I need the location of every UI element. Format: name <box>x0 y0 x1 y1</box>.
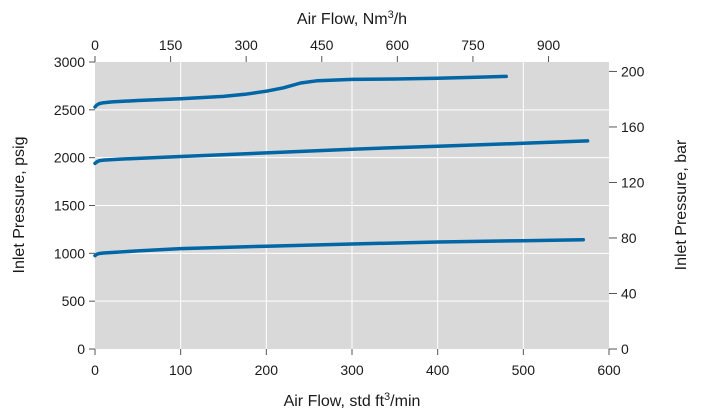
x-tick-label: 300 <box>340 362 364 378</box>
x-top-tick-label: 300 <box>234 37 258 53</box>
y-right-tick-label: 200 <box>621 63 645 79</box>
y-tick-label: 500 <box>62 293 86 309</box>
y-tick-label: 1000 <box>54 245 85 261</box>
y-right-tick-label: 120 <box>621 174 645 190</box>
x-tick-label: 0 <box>91 362 99 378</box>
x-top-tick-label: 150 <box>159 37 183 53</box>
x-top-tick-label: 450 <box>310 37 334 53</box>
y-tick-label: 2500 <box>54 102 85 118</box>
y-tick-label: 3000 <box>54 54 85 70</box>
x-tick-label: 100 <box>169 362 193 378</box>
x-axis-title-bottom: Air Flow, std ft3/min <box>284 391 421 410</box>
x-tick-label: 600 <box>597 362 621 378</box>
y-right-tick-label: 80 <box>621 230 637 246</box>
y-axis-title-right: Inlet Pressure, bar <box>673 139 690 270</box>
y-tick-label: 2000 <box>54 150 85 166</box>
y-right-tick-label: 40 <box>621 285 637 301</box>
x-tick-label: 500 <box>512 362 536 378</box>
y-right-tick-label: 160 <box>621 119 645 135</box>
x-top-tick-label: 750 <box>461 37 485 53</box>
x-tick-label: 400 <box>426 362 450 378</box>
y-tick-label: 0 <box>77 341 85 357</box>
y-axis-title-left: Inlet Pressure, psig <box>11 137 28 274</box>
x-top-tick-label: 600 <box>386 37 410 53</box>
x-top-tick-label: 900 <box>537 37 561 53</box>
x-tick-label: 200 <box>255 362 279 378</box>
y-right-tick-label: 0 <box>621 341 629 357</box>
y-tick-label: 1500 <box>54 198 85 214</box>
x-top-tick-label: 0 <box>91 37 99 53</box>
x-axis-title-top: Air Flow, Nm3/h <box>297 9 407 28</box>
